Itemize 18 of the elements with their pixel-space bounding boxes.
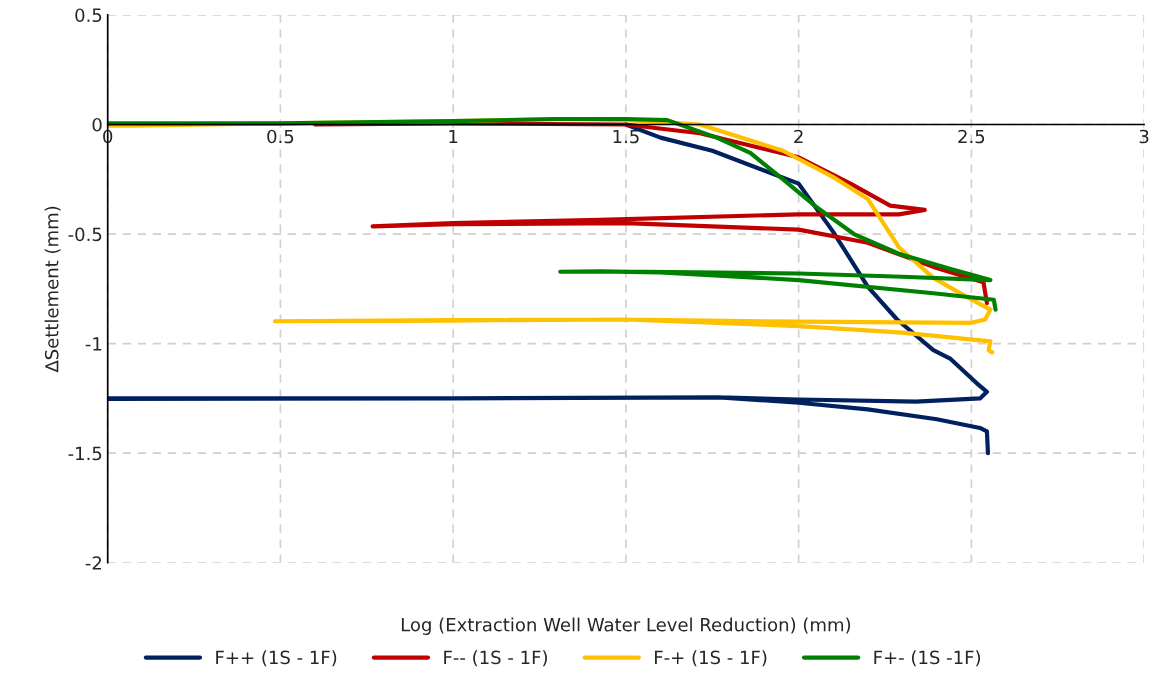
x-tick-label: 2.5 [958,129,985,144]
x-tick-label: 0.5 [267,129,294,144]
y-tick-label: -2 [85,556,102,570]
legend-label: F-+ (1S - 1F) [655,650,767,667]
x-tick-label: 2 [794,129,803,144]
x-axis-title: Log (Extraction Well Water Level Reduction) (mm) [401,617,851,635]
y-tick-label: -0.5 [68,227,102,242]
y-tick-label: -1 [85,337,102,351]
y-tick-label: -1.5 [68,446,102,461]
legend-label: F++ (1S - 1F) [216,650,337,667]
y-tick-label: 0 [92,117,102,132]
y-tick-label: 0.5 [75,8,102,23]
x-tick-label: 1 [449,129,458,144]
x-tick-label: 1.5 [613,129,639,144]
legend-label: F+- (1S -1F) [874,650,981,667]
legend-label: F-- (1S - 1F) [444,650,547,667]
y-axis-title: ∆Settlement (mm) [44,206,61,373]
x-tick-label: 3 [1139,129,1149,144]
